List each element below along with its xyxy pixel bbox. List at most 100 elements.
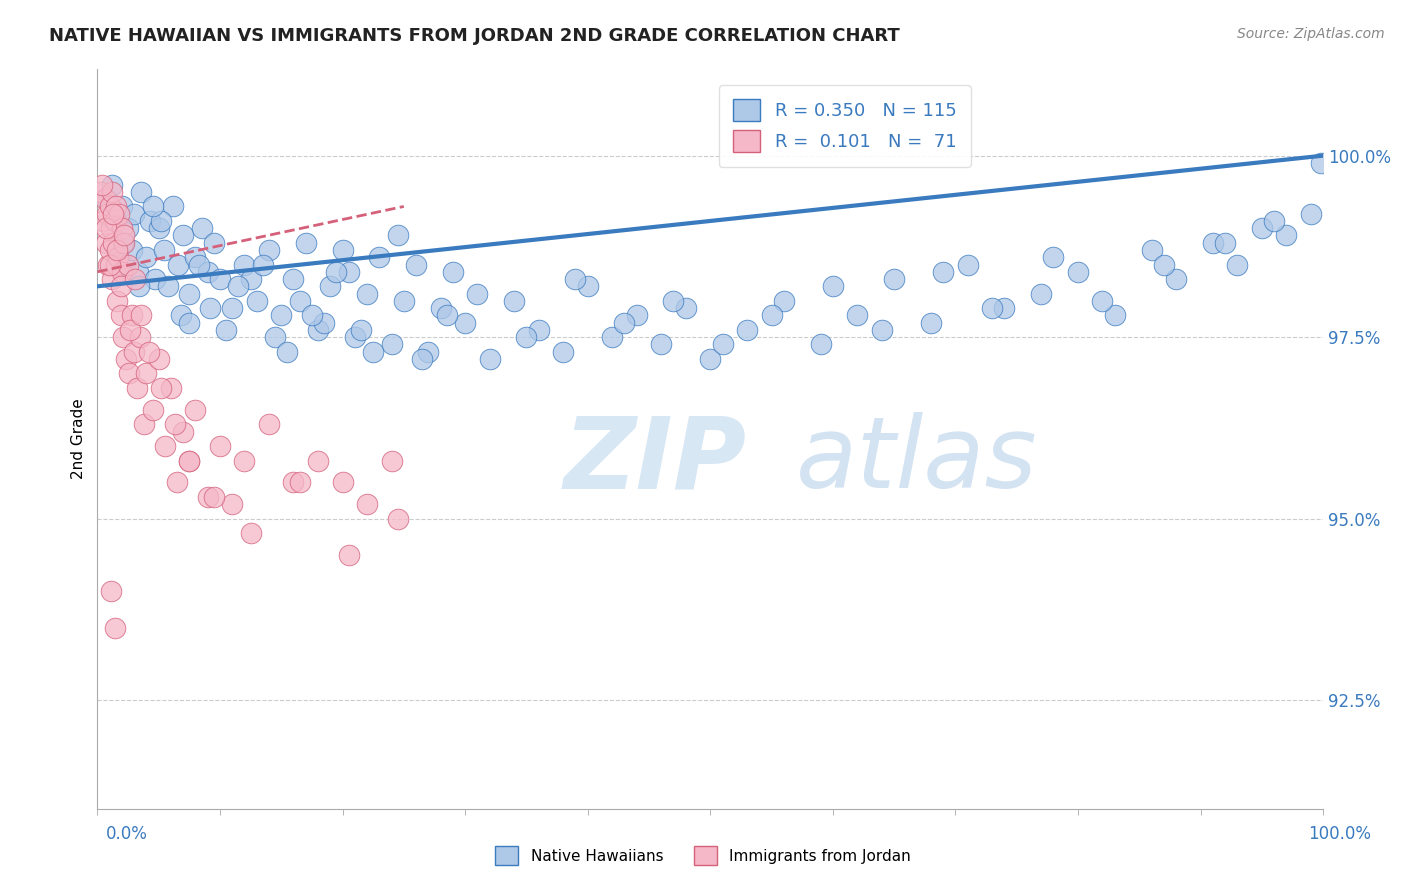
Point (108, 235, 131, 250)
Point (246, 293, 269, 308)
Point (143, 272, 166, 286)
Y-axis label: 2nd Grade: 2nd Grade (72, 399, 86, 479)
Point (1250, 221, 1272, 235)
Legend: Native Hawaiians, Immigrants from Jordan: Native Hawaiians, Immigrants from Jordan (489, 840, 917, 871)
Point (503, 293, 526, 308)
Point (429, 301, 451, 315)
Point (626, 309, 648, 323)
Point (101, 185, 124, 199)
Point (172, 425, 194, 439)
Point (380, 453, 402, 467)
Point (350, 323, 373, 337)
Point (387, 511, 409, 525)
Point (870, 323, 893, 337)
Point (332, 243, 354, 257)
Point (112, 235, 135, 250)
Point (135, 250, 157, 264)
Point (103, 620, 125, 634)
Legend: R = 0.350   N = 115, R =  0.101   N =  71: R = 0.350 N = 115, R = 0.101 N = 71 (718, 85, 972, 167)
Point (104, 214, 127, 228)
Point (98, 243, 121, 257)
Point (129, 330, 152, 344)
Point (1104, 309, 1126, 323)
Point (270, 309, 292, 323)
Point (118, 367, 141, 381)
Text: Source: ZipAtlas.com: Source: ZipAtlas.com (1237, 27, 1385, 41)
Point (613, 316, 636, 330)
Point (883, 272, 905, 286)
Point (91, 178, 114, 192)
Point (264, 330, 287, 344)
Point (920, 316, 942, 330)
Point (711, 337, 734, 351)
Point (1263, 214, 1285, 228)
Point (127, 265, 149, 279)
Point (184, 402, 207, 417)
Point (148, 351, 170, 366)
Point (117, 258, 139, 272)
Point (111, 199, 134, 213)
Point (202, 490, 225, 504)
Point (107, 250, 129, 264)
Point (157, 279, 180, 293)
Point (337, 265, 360, 279)
Point (125, 381, 148, 395)
Point (170, 309, 193, 323)
Point (138, 344, 160, 359)
Point (993, 301, 1015, 315)
Point (1309, 156, 1331, 170)
Point (411, 351, 433, 366)
Point (179, 453, 201, 467)
Point (454, 316, 477, 330)
Point (380, 337, 402, 351)
Point (179, 316, 201, 330)
Point (699, 351, 721, 366)
Point (662, 293, 685, 308)
Point (131, 309, 153, 323)
Point (104, 258, 127, 272)
Point (98, 199, 121, 213)
Point (198, 301, 221, 315)
Point (112, 258, 135, 272)
Point (1164, 272, 1187, 286)
Point (122, 207, 145, 221)
Point (821, 279, 844, 293)
Point (846, 309, 869, 323)
Point (103, 235, 125, 250)
Point (932, 265, 955, 279)
Point (276, 344, 298, 359)
Point (121, 243, 143, 257)
Point (197, 490, 219, 504)
Point (576, 279, 599, 293)
Point (167, 258, 190, 272)
Point (190, 221, 212, 235)
Point (152, 243, 174, 257)
Point (1275, 228, 1298, 243)
Point (184, 250, 207, 264)
Point (153, 439, 176, 453)
Point (527, 323, 550, 337)
Point (103, 207, 125, 221)
Point (436, 309, 458, 323)
Point (735, 323, 758, 337)
Point (215, 323, 238, 337)
Point (392, 293, 415, 308)
Point (105, 293, 128, 308)
Point (553, 344, 575, 359)
Point (121, 309, 143, 323)
Point (233, 258, 256, 272)
Point (90, 185, 112, 199)
Point (301, 309, 323, 323)
Point (188, 258, 211, 272)
Point (111, 265, 134, 279)
Point (675, 301, 697, 315)
Point (112, 235, 135, 250)
Point (1299, 207, 1322, 221)
Point (772, 293, 794, 308)
Point (160, 381, 183, 395)
Point (332, 475, 354, 490)
Point (93, 192, 115, 206)
Point (319, 279, 342, 293)
Point (325, 265, 347, 279)
Point (100, 584, 122, 599)
